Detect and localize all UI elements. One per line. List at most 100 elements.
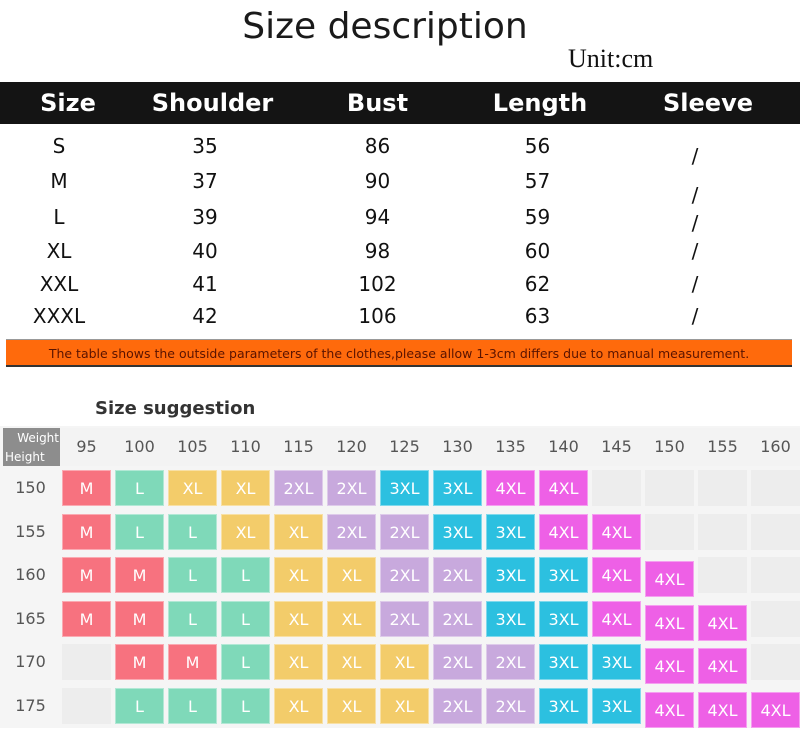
size-suggestion-cell: L: [221, 687, 270, 724]
empty-cell: [645, 470, 694, 506]
size-suggestion-cell: 2XL: [274, 470, 323, 506]
header-bust: Bust: [346, 89, 409, 117]
size-suggestion-cell: 3XL: [539, 600, 588, 637]
size-suggestion-cell: M: [62, 513, 111, 550]
size-cell-bust: 106: [358, 304, 397, 328]
size-table-header: Size Shoulder Bust Length Sleeve: [0, 82, 800, 124]
size-suggestion-cell: L: [221, 557, 270, 593]
size-suggestion-cell: 3XL: [486, 557, 535, 593]
size-suggestion-cell: 2XL: [486, 644, 535, 680]
size-row: S 35 86 56 /: [0, 130, 800, 168]
size-suggestion-cell: XL: [327, 687, 376, 724]
size-suggestion-cell: 3XL: [433, 513, 482, 550]
height-header: 170: [15, 652, 46, 671]
size-cell-size: XXL: [39, 272, 79, 296]
size-cell-size: XL: [46, 239, 72, 263]
size-suggestion-cell: XL: [327, 557, 376, 593]
size-suggestion-cell: 4XL: [645, 691, 694, 728]
height-header: 155: [15, 521, 46, 541]
empty-cell: [698, 470, 747, 506]
size-suggestion-cell: L: [221, 644, 270, 680]
size-cell-sleeve: /: [691, 211, 699, 235]
height-header: 165: [15, 608, 46, 628]
empty-cell: [698, 513, 747, 550]
weight-header: 110: [219, 428, 272, 466]
size-cell-shoulder: 42: [192, 304, 218, 328]
size-suggestion-cell: XL: [221, 470, 270, 506]
size-cell-shoulder: 41: [192, 272, 218, 296]
size-suggestion-cell: XL: [380, 687, 429, 724]
size-suggestion-cell: XL: [168, 470, 217, 506]
weight-header: 160: [749, 428, 800, 466]
size-suggestion-cell: 2XL: [433, 557, 482, 593]
size-cell-length: 57: [524, 169, 551, 193]
size-suggestion-cell: 3XL: [433, 470, 482, 506]
size-cell-sleeve: /: [691, 272, 699, 296]
unit-label: Unit:cm: [568, 44, 654, 73]
empty-cell: [645, 513, 694, 550]
size-suggestion-cell: XL: [274, 687, 323, 724]
size-cell-bust: 102: [358, 272, 397, 296]
size-cell-sleeve: /: [691, 304, 699, 328]
size-suggestion-cell: 3XL: [539, 557, 588, 593]
grid-corner: Weight Height: [3, 428, 61, 466]
size-suggestion-cell: 2XL: [433, 600, 482, 637]
height-header: 175: [15, 695, 46, 715]
size-suggestion-cell: 2XL: [327, 513, 376, 550]
weight-header: 130: [431, 428, 484, 466]
size-suggestion-cell: 2XL: [380, 557, 429, 593]
size-suggestion-cell: 4XL: [751, 691, 800, 728]
size-cell-bust: 86: [364, 134, 391, 158]
size-suggestion-cell: 4XL: [592, 557, 641, 593]
size-suggestion-cell: 2XL: [380, 600, 429, 637]
size-suggestion-cell: 3XL: [539, 644, 588, 680]
size-cell-shoulder: 40: [192, 239, 218, 263]
size-cell-bust: 98: [364, 239, 391, 263]
corner-weight-label: Weight: [17, 431, 59, 445]
header-length: Length: [492, 89, 588, 117]
size-suggestion-cell: 3XL: [486, 513, 535, 550]
size-suggestion-cell: 4XL: [645, 604, 694, 641]
size-suggestion-cell: 4XL: [645, 648, 694, 684]
size-suggestion-cell: L: [115, 513, 164, 550]
size-suggestion-cell: 4XL: [698, 604, 747, 641]
header-size: Size: [40, 89, 96, 117]
weight-header: 105: [166, 428, 219, 466]
size-cell-length: 60: [524, 239, 551, 263]
size-suggestion-cell: 2XL: [327, 470, 376, 506]
size-cell-bust: 90: [364, 169, 391, 193]
size-suggestion-grid: Weight Height 95 100 105 110 115 120 125 130 135…: [0, 426, 800, 728]
size-suggestion-cell: L: [115, 687, 164, 724]
size-cell-length: 63: [524, 304, 551, 328]
size-row: XXL 41 102 62 /: [0, 268, 800, 301]
size-suggestion-cell: XL: [274, 513, 323, 550]
size-suggestion-cell: XL: [380, 644, 429, 680]
empty-cell: [751, 470, 800, 506]
empty-cell: [751, 600, 800, 637]
weight-header: 120: [325, 428, 378, 466]
size-cell-shoulder: 35: [192, 134, 218, 158]
size-suggestion-cell: 4XL: [486, 470, 535, 506]
size-cell-length: 56: [524, 134, 551, 158]
weight-header: 150: [643, 428, 696, 466]
size-cell-length: 59: [524, 205, 551, 229]
size-suggestion-cell: 3XL: [486, 600, 535, 637]
size-suggestion-cell: 4XL: [539, 513, 588, 550]
empty-cell: [698, 557, 747, 593]
size-suggestion-cell: XL: [274, 600, 323, 637]
page-title: Size description: [242, 6, 528, 47]
size-suggestion-title: Size suggestion: [95, 398, 256, 419]
size-suggestion-cell: 4XL: [592, 513, 641, 550]
size-suggestion-cell: M: [62, 557, 111, 593]
size-cell-shoulder: 37: [192, 169, 218, 193]
size-suggestion-cell: M: [115, 600, 164, 637]
size-suggestion-cell: L: [168, 600, 217, 637]
size-suggestion-cell: 3XL: [592, 644, 641, 680]
size-row: M 37 90 57 /: [0, 165, 800, 207]
size-suggestion-cell: XL: [274, 644, 323, 680]
size-cell-size: M: [50, 169, 68, 193]
weight-header: 95: [60, 428, 113, 466]
size-cell-size: S: [52, 134, 66, 158]
size-suggestion-cell: 2XL: [486, 687, 535, 724]
empty-cell: [592, 470, 641, 506]
